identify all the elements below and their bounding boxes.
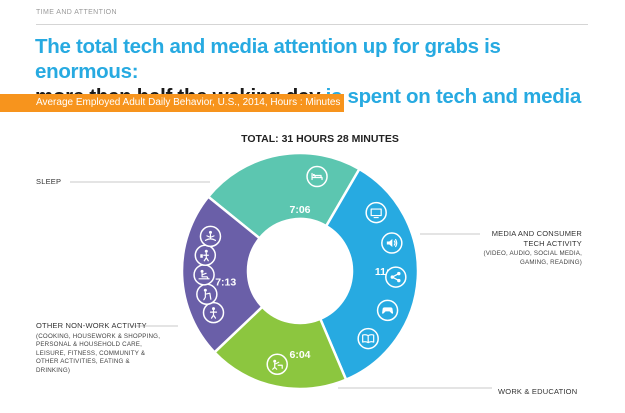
bed-frame xyxy=(311,172,323,181)
other-icon-badge-2 xyxy=(193,264,215,286)
teacher-icon xyxy=(266,353,288,376)
headline-line-1: The total tech and media attention up fo… xyxy=(35,35,501,83)
meditation-head xyxy=(208,230,212,234)
media-icon-badge-2 xyxy=(385,266,407,288)
share-icon xyxy=(385,266,407,288)
headline-line-2-blue: is spent on tech and media xyxy=(320,85,582,108)
value-label-sleep: 7:06 xyxy=(289,204,310,216)
slice-media xyxy=(318,167,420,382)
fitness-body xyxy=(198,272,210,280)
person-icon xyxy=(202,301,225,324)
gamepad-body xyxy=(382,307,394,314)
teacher-board xyxy=(277,364,283,369)
housework-icon xyxy=(196,283,218,305)
gamepad-icon xyxy=(376,299,399,322)
label-sleep-text: SLEEP xyxy=(36,177,62,186)
value-label-work: 6:04 xyxy=(289,349,310,361)
label-sleep: SLEEP xyxy=(36,177,61,187)
label-media: MEDIA AND CONSUMER TECH ACTIVITY (VIDEO,… xyxy=(470,229,582,267)
speaker-body xyxy=(386,239,393,248)
label-media-text: MEDIA AND CONSUMER TECH ACTIVITY xyxy=(491,229,582,248)
housework-body xyxy=(203,291,212,301)
sleep-icon-badge-0 xyxy=(306,165,328,188)
section-divider xyxy=(36,24,588,25)
chart-title: TOTAL: 31 HOURS 28 MINUTES xyxy=(241,133,399,145)
label-other-text: OTHER NON-WORK ACTIVITY xyxy=(36,321,147,330)
subtitle-bar: Average Employed Adult Daily Behavior, U… xyxy=(0,94,344,112)
shopping-icon xyxy=(194,244,217,267)
tv-outline xyxy=(370,208,382,219)
meditation-icon xyxy=(199,225,222,248)
shopping-bag xyxy=(200,254,203,258)
teacher-head xyxy=(273,359,277,363)
label-other: OTHER NON-WORK ACTIVITY (COOKING, HOUSEW… xyxy=(36,321,161,375)
teacher-body xyxy=(272,361,280,370)
bed-icon xyxy=(306,165,328,188)
section-label: TIME AND ATTENTION xyxy=(36,9,117,16)
bed-pillow xyxy=(312,173,315,177)
book-pages xyxy=(362,334,375,344)
book-icon xyxy=(357,327,379,350)
shopping-head xyxy=(204,249,208,253)
media-icon-badge-0 xyxy=(365,201,387,224)
speaker-icon xyxy=(381,232,403,254)
label-media-desc: (VIDEO, AUDIO, SOCIAL MEDIA, GAMING, REA… xyxy=(483,250,582,266)
fitness-icon xyxy=(193,264,215,286)
speaker-waves xyxy=(393,238,398,248)
label-other-desc: (COOKING, HOUSEWORK & SHOPPING, PERSONAL… xyxy=(36,332,161,374)
person-head xyxy=(212,307,216,311)
slice-work xyxy=(212,305,348,391)
person-body xyxy=(209,310,218,319)
meditation-body xyxy=(204,233,217,241)
label-work: WORK & EDUCATION xyxy=(498,387,577,397)
value-label-other: 7:13 xyxy=(215,276,236,288)
tv-icon xyxy=(365,201,387,224)
label-work-text: WORK & EDUCATION xyxy=(498,387,578,396)
shopping-body xyxy=(203,252,209,262)
housework-head xyxy=(203,288,207,292)
fitness-head xyxy=(200,269,204,273)
work-icon-badge-0 xyxy=(266,353,288,376)
share-links xyxy=(391,272,400,282)
